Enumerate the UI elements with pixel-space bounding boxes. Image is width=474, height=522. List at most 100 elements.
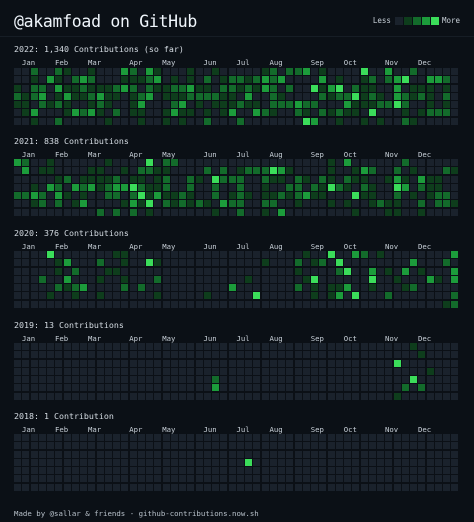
contribution-day-cell[interactable] <box>327 68 335 76</box>
contribution-day-cell[interactable] <box>154 200 162 208</box>
contribution-day-cell[interactable] <box>104 343 112 351</box>
contribution-day-cell[interactable] <box>162 292 170 300</box>
contribution-day-cell[interactable] <box>434 200 442 208</box>
contribution-day-cell[interactable] <box>113 367 121 375</box>
contribution-day-cell[interactable] <box>203 175 211 183</box>
contribution-day-cell[interactable] <box>401 167 409 175</box>
contribution-day-cell[interactable] <box>179 450 187 458</box>
contribution-day-cell[interactable] <box>137 392 145 400</box>
contribution-day-cell[interactable] <box>195 251 203 259</box>
contribution-day-cell[interactable] <box>80 392 88 400</box>
contribution-day-cell[interactable] <box>137 251 145 259</box>
contribution-day-cell[interactable] <box>220 284 228 292</box>
contribution-day-cell[interactable] <box>311 351 319 359</box>
contribution-day-cell[interactable] <box>228 292 236 300</box>
contribution-day-cell[interactable] <box>393 359 401 367</box>
contribution-day-cell[interactable] <box>377 351 385 359</box>
contribution-day-cell[interactable] <box>96 183 104 191</box>
contribution-day-cell[interactable] <box>228 384 236 392</box>
contribution-day-cell[interactable] <box>434 183 442 191</box>
contribution-day-cell[interactable] <box>63 167 71 175</box>
contribution-day-cell[interactable] <box>63 392 71 400</box>
contribution-day-cell[interactable] <box>30 84 38 92</box>
contribution-day-cell[interactable] <box>179 292 187 300</box>
contribution-day-cell[interactable] <box>327 475 335 483</box>
contribution-day-cell[interactable] <box>121 117 129 125</box>
contribution-day-cell[interactable] <box>335 392 343 400</box>
contribution-day-cell[interactable] <box>385 68 393 76</box>
contribution-day-cell[interactable] <box>203 68 211 76</box>
contribution-day-cell[interactable] <box>121 292 129 300</box>
contribution-day-cell[interactable] <box>278 167 286 175</box>
contribution-day-cell[interactable] <box>63 284 71 292</box>
contribution-day-cell[interactable] <box>220 458 228 466</box>
contribution-day-cell[interactable] <box>187 384 195 392</box>
contribution-day-cell[interactable] <box>401 351 409 359</box>
contribution-day-cell[interactable] <box>385 117 393 125</box>
contribution-day-cell[interactable] <box>426 200 434 208</box>
contribution-day-cell[interactable] <box>38 475 46 483</box>
contribution-day-cell[interactable] <box>302 384 310 392</box>
contribution-day-cell[interactable] <box>228 167 236 175</box>
contribution-day-cell[interactable] <box>179 267 187 275</box>
contribution-day-cell[interactable] <box>129 475 137 483</box>
contribution-day-cell[interactable] <box>385 458 393 466</box>
contribution-day-cell[interactable] <box>418 68 426 76</box>
contribution-day-cell[interactable] <box>113 109 121 117</box>
contribution-day-cell[interactable] <box>22 183 30 191</box>
contribution-day-cell[interactable] <box>63 434 71 442</box>
contribution-day-cell[interactable] <box>286 92 294 100</box>
contribution-day-cell[interactable] <box>71 76 79 84</box>
contribution-day-cell[interactable] <box>294 109 302 117</box>
contribution-day-cell[interactable] <box>311 101 319 109</box>
contribution-day-cell[interactable] <box>203 76 211 84</box>
contribution-day-cell[interactable] <box>377 458 385 466</box>
contribution-day-cell[interactable] <box>368 192 376 200</box>
contribution-day-cell[interactable] <box>55 483 63 491</box>
contribution-day-cell[interactable] <box>137 384 145 392</box>
contribution-day-cell[interactable] <box>195 483 203 491</box>
contribution-day-cell[interactable] <box>104 192 112 200</box>
contribution-day-cell[interactable] <box>319 384 327 392</box>
contribution-day-cell[interactable] <box>294 251 302 259</box>
contribution-day-cell[interactable] <box>393 101 401 109</box>
contribution-day-cell[interactable] <box>410 159 418 167</box>
contribution-day-cell[interactable] <box>410 117 418 125</box>
contribution-day-cell[interactable] <box>187 442 195 450</box>
contribution-day-cell[interactable] <box>434 208 442 216</box>
contribution-day-cell[interactable] <box>253 175 261 183</box>
contribution-day-cell[interactable] <box>352 483 360 491</box>
contribution-day-cell[interactable] <box>146 392 154 400</box>
contribution-day-cell[interactable] <box>113 483 121 491</box>
contribution-day-cell[interactable] <box>302 159 310 167</box>
contribution-day-cell[interactable] <box>129 275 137 283</box>
contribution-day-cell[interactable] <box>187 483 195 491</box>
contribution-day-cell[interactable] <box>14 109 22 117</box>
contribution-day-cell[interactable] <box>47 192 55 200</box>
contribution-day-cell[interactable] <box>30 208 38 216</box>
contribution-day-cell[interactable] <box>154 68 162 76</box>
contribution-day-cell[interactable] <box>286 76 294 84</box>
contribution-day-cell[interactable] <box>113 450 121 458</box>
contribution-day-cell[interactable] <box>253 292 261 300</box>
contribution-day-cell[interactable] <box>286 458 294 466</box>
contribution-day-cell[interactable] <box>137 183 145 191</box>
contribution-day-cell[interactable] <box>410 251 418 259</box>
contribution-day-cell[interactable] <box>195 200 203 208</box>
contribution-day-cell[interactable] <box>129 92 137 100</box>
contribution-day-cell[interactable] <box>154 450 162 458</box>
contribution-day-cell[interactable] <box>212 192 220 200</box>
contribution-day-cell[interactable] <box>368 343 376 351</box>
contribution-day-cell[interactable] <box>278 367 286 375</box>
contribution-day-cell[interactable] <box>253 343 261 351</box>
contribution-day-cell[interactable] <box>426 267 434 275</box>
contribution-day-cell[interactable] <box>236 117 244 125</box>
contribution-day-cell[interactable] <box>104 458 112 466</box>
contribution-day-cell[interactable] <box>377 267 385 275</box>
contribution-day-cell[interactable] <box>245 475 253 483</box>
contribution-day-cell[interactable] <box>236 92 244 100</box>
contribution-day-cell[interactable] <box>14 300 22 308</box>
contribution-day-cell[interactable] <box>385 175 393 183</box>
contribution-day-cell[interactable] <box>212 392 220 400</box>
contribution-day-cell[interactable] <box>269 200 277 208</box>
